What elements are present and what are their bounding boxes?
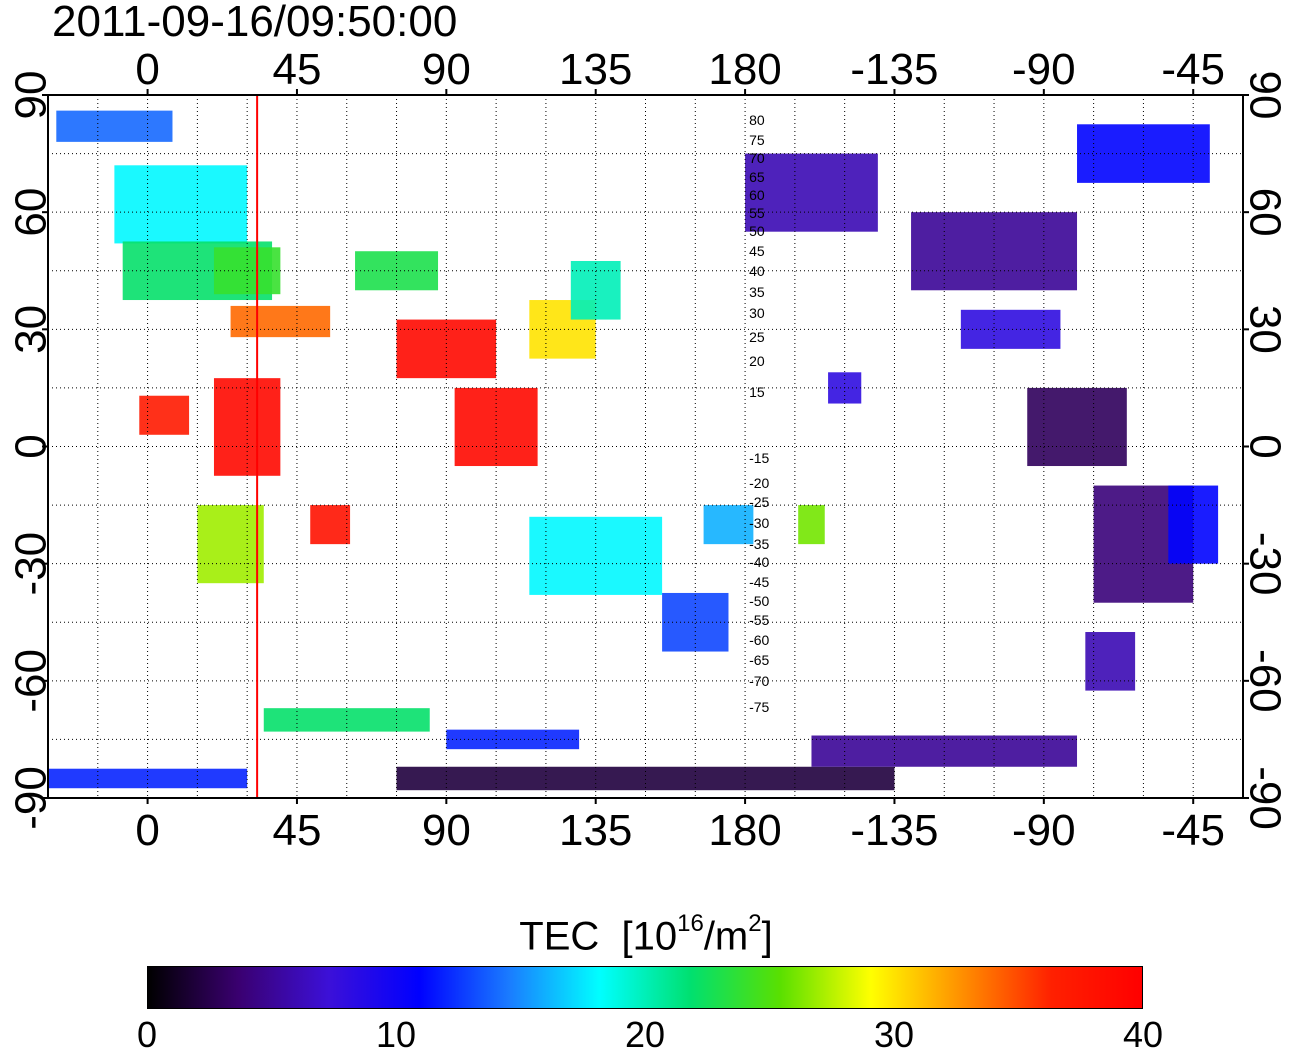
colorbar-unit-exponent-2: 2 — [748, 910, 762, 937]
tec-cluster-8 — [310, 505, 351, 545]
tec-cluster-3 — [230, 305, 331, 338]
lon-label-top: -90 — [1012, 45, 1076, 94]
contour-label: -70 — [749, 673, 769, 689]
tec-map: 0 0 45 45 90 90 135 135 180 180 -135 -135 -90 -90 -45 -… — [7, 45, 1290, 855]
contour-label: 55 — [749, 205, 765, 221]
colorbar-quantity: TEC — [519, 914, 600, 959]
tec-cluster-19 — [960, 309, 1061, 349]
contour-label: -40 — [749, 554, 769, 570]
contour-label: 70 — [749, 150, 765, 166]
contour-label: -20 — [749, 475, 769, 491]
colorbar-tick-label: 20 — [624, 1014, 666, 1055]
colorbar-unit-exponent: 16 — [677, 910, 704, 937]
tec-cluster-24 — [1085, 632, 1136, 691]
lat-label-left: 30 — [7, 305, 56, 354]
colorbar-unit-mid: /m — [703, 914, 749, 959]
lat-label-left: 60 — [7, 188, 56, 237]
contour-label: -50 — [749, 593, 769, 609]
lon-label-bottom: 45 — [272, 806, 321, 855]
lon-label-top: 90 — [422, 45, 471, 94]
lon-label-top: -45 — [1161, 45, 1225, 94]
tec-cluster-23 — [1168, 485, 1219, 564]
lon-label-top: 135 — [559, 45, 632, 94]
tec-cluster-10 — [396, 319, 497, 379]
lon-label-bottom: 135 — [559, 806, 632, 855]
contour-label: 60 — [749, 187, 765, 203]
tec-cluster-11 — [454, 387, 538, 467]
contour-label: -65 — [749, 652, 769, 668]
contour-label: 20 — [749, 353, 765, 369]
contour-label: -55 — [749, 612, 769, 628]
lon-label-bottom: 0 — [135, 806, 159, 855]
contour-label: 25 — [749, 329, 765, 345]
contour-label: -30 — [749, 515, 769, 531]
tec-cluster-16 — [703, 505, 754, 545]
colorbar-tick-label: 10 — [375, 1014, 417, 1055]
lon-label-bottom: 90 — [422, 806, 471, 855]
tec-cluster-13 — [570, 260, 621, 320]
contour-label: -60 — [749, 632, 769, 648]
tec-cluster-21 — [1027, 387, 1127, 467]
colorbar-unit-close: ] — [761, 914, 773, 959]
contour-label: -35 — [749, 536, 769, 552]
lon-label-bottom: -45 — [1161, 806, 1225, 855]
tec-cluster-31 — [798, 505, 825, 545]
tec-cluster-17 — [745, 153, 878, 232]
colorbar-tick-label: 40 — [1122, 1014, 1164, 1055]
contour-label: 15 — [749, 384, 765, 400]
contour-label: -25 — [749, 494, 769, 510]
lon-label-bottom: -90 — [1012, 806, 1076, 855]
colorbar-tick-label: 30 — [873, 1014, 915, 1055]
contour-label: 45 — [749, 243, 765, 259]
tec-cluster-0 — [56, 110, 173, 142]
lon-label-top: 0 — [135, 45, 159, 94]
lon-label-bottom: -135 — [850, 806, 938, 855]
colorbar-unit-base: [10 — [621, 914, 678, 959]
lat-label-left: -90 — [7, 766, 56, 830]
contour-label: -45 — [749, 574, 769, 590]
timestamp-title: 2011-09-16/09:50:00 — [52, 0, 458, 46]
tec-cluster-5 — [139, 395, 190, 435]
contour-label: 40 — [749, 263, 765, 279]
contour-label: 30 — [749, 305, 765, 321]
contour-label: -15 — [749, 450, 769, 466]
colorbar-title: TEC [1016/m2] — [0, 904, 1292, 960]
lon-label-top: 45 — [272, 45, 321, 94]
contour-label: 35 — [749, 284, 765, 300]
colorbar-tick-label: 0 — [136, 1014, 158, 1055]
tec-cluster-1 — [114, 165, 248, 244]
contour-label: 65 — [749, 169, 765, 185]
tec-cluster-6 — [213, 378, 281, 476]
lat-label-left: 90 — [7, 71, 56, 120]
lat-label-left: -30 — [7, 532, 56, 596]
tec-cluster-25 — [396, 766, 895, 791]
contour-label: -75 — [749, 699, 769, 715]
colorbar — [147, 966, 1143, 1009]
tec-cluster-15 — [662, 592, 729, 652]
contour-label: 75 — [749, 132, 765, 148]
lon-label-top: 180 — [708, 45, 781, 94]
lat-label-left: -60 — [7, 649, 56, 713]
contour-label: 80 — [749, 112, 765, 128]
contour-label: 50 — [749, 223, 765, 239]
lon-label-bottom: 180 — [708, 806, 781, 855]
tec-cluster-20 — [1077, 124, 1210, 183]
tec-cluster-7 — [197, 505, 264, 584]
lat-label-left: 0 — [7, 434, 56, 458]
lon-label-top: -135 — [850, 45, 938, 94]
